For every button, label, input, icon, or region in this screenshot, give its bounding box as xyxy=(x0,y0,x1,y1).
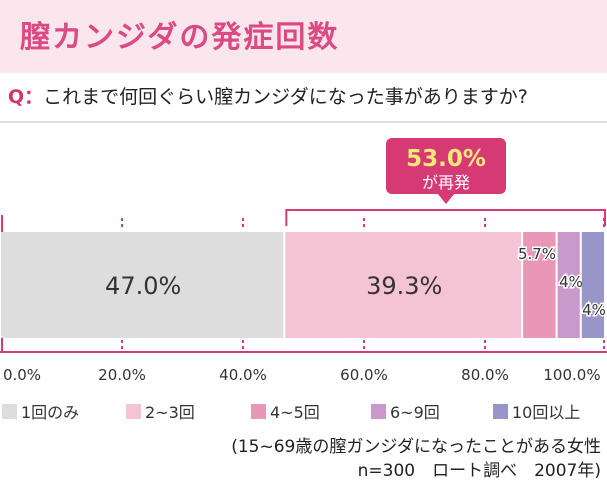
x-tick-label: 80.0% xyxy=(461,366,509,384)
x-tick-label: 100.0% xyxy=(543,366,600,384)
x-tick-label: 60.0% xyxy=(340,366,388,384)
data-label: 5.7% xyxy=(518,245,556,263)
callout-box xyxy=(386,138,506,194)
data-label: 39.3% xyxy=(366,272,442,300)
page-title: 膣カンジダの発症回数 xyxy=(20,20,340,55)
callout-label: が再発 xyxy=(422,173,470,192)
bar-segment xyxy=(581,232,604,338)
data-label: 47.0% xyxy=(105,272,181,300)
divider xyxy=(0,121,607,123)
question-prefix: Q： xyxy=(8,86,44,108)
callout-value: 53.0% xyxy=(406,146,486,172)
legend-label: 6~9回 xyxy=(390,403,440,422)
data-label: 4% xyxy=(582,301,606,319)
header-band xyxy=(0,0,607,73)
legend-swatch xyxy=(126,404,141,419)
footnote: (15~69歳の膣ガンジダになったことがある女性 n=300 ロート調べ 200… xyxy=(231,435,601,483)
legend-swatch xyxy=(493,404,508,419)
legend-label: 2~3回 xyxy=(145,403,195,422)
legend-swatch xyxy=(371,404,386,419)
legend-label: 1回のみ xyxy=(21,403,79,422)
bar-segment xyxy=(1,232,284,338)
legend-swatch xyxy=(251,404,266,419)
x-tick-label: 20.0% xyxy=(98,366,146,384)
legend-swatch xyxy=(2,404,17,419)
question-text: これまで何回ぐらい膣カンジダになった事がありますか? xyxy=(43,86,528,108)
question: Q：これまで何回ぐらい膣カンジダになった事がありますか? xyxy=(8,82,528,109)
bar-segment xyxy=(285,232,522,338)
legend-label: 10回以上 xyxy=(512,403,580,422)
footnote-line2: n=300 ロート調べ 2007年) xyxy=(357,461,601,481)
bar-segment xyxy=(523,232,556,338)
recurrence-bracket xyxy=(285,209,606,226)
callout-pointer xyxy=(437,193,455,204)
x-tick-label: 0.0% xyxy=(3,366,41,384)
x-tick-label: 40.0% xyxy=(219,366,267,384)
bar-segment xyxy=(557,232,580,338)
footnote-line1: (15~69歳の膣ガンジダになったことがある女性 xyxy=(231,437,601,457)
legend-label: 4~5回 xyxy=(270,403,320,422)
data-label: 4% xyxy=(559,273,583,291)
